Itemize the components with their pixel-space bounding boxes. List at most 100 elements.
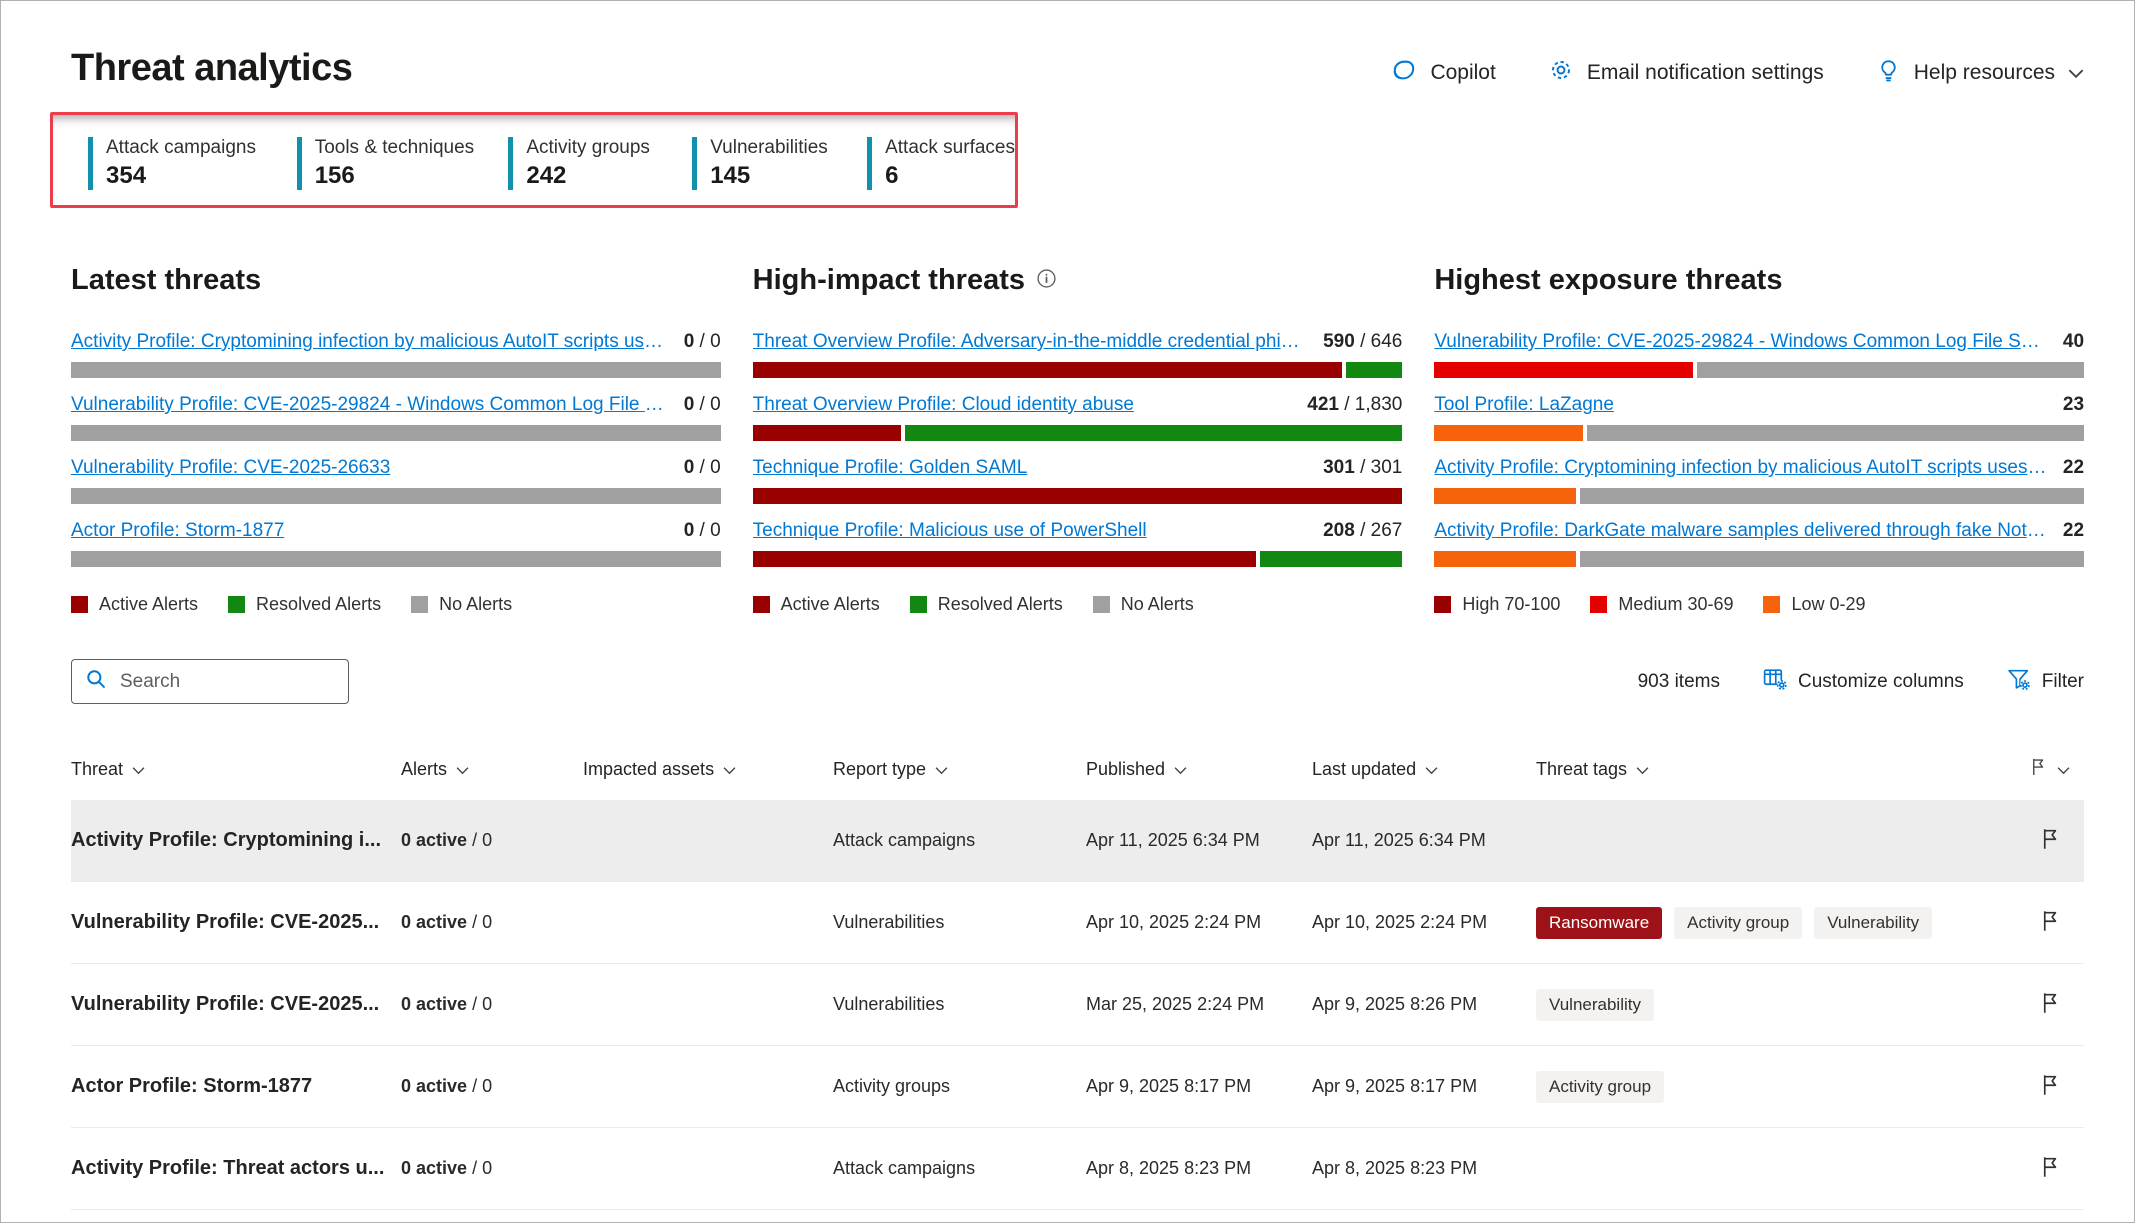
tab-activity-groups[interactable]: Activity groups 242 [508,137,692,190]
table-row[interactable]: Activity Profile: Threat actors u... 0 a… [71,1128,2084,1210]
info-icon[interactable] [1036,264,1057,297]
threat-link[interactable]: Activity Profile: DarkGate malware sampl… [1434,520,2049,541]
tab-count: 354 [106,162,147,189]
legend-swatch [228,596,246,613]
cell-threat[interactable]: Vulnerability Profile: CVE-2025... [71,911,380,933]
flag-button[interactable] [1966,991,2084,1019]
cell-published: Apr 11, 2025 6:34 PM [1086,830,1260,850]
column-header-published[interactable]: Published [1086,759,1312,780]
cell-threat[interactable]: Activity Profile: Cryptomining i... [71,829,382,851]
chevron-down-icon [456,759,469,780]
table-row[interactable]: Actor Profile: Storm-1877 0 active / 0 A… [71,1046,2084,1128]
threat-link[interactable]: Threat Overview Profile: Adversary-in-th… [752,331,1310,352]
filter-button[interactable]: Filter [2006,666,2084,697]
high_impact-items: Threat Overview Profile: Adversary-in-th… [752,331,1403,567]
threat-item: Activity Profile: DarkGate malware sampl… [1434,520,2085,567]
cell-report-type: Activity groups [833,1076,951,1096]
tab-vulnerabilities[interactable]: Vulnerabilities 145 [692,137,867,190]
column-header-alerts[interactable]: Alerts [401,759,583,780]
tab-label: Tools & techniques [314,137,475,158]
copilot-label: Copilot [1430,61,1496,84]
column-header-threat[interactable]: Threat [71,759,401,780]
threat-link[interactable]: Vulnerability Profile: CVE-2025-29824 - … [1434,331,2049,352]
cell-threat[interactable]: Vulnerability Profile: CVE-2025... [71,993,380,1015]
tab-accent-bar [692,137,698,190]
column-header-flag[interactable] [1966,757,2084,781]
table-row[interactable]: Vulnerability Profile: CVE-2025... 0 act… [71,964,2084,1046]
threat-item: Threat Overview Profile: Adversary-in-th… [752,331,1403,378]
cell-threat[interactable]: Activity Profile: Threat actors u... [71,1157,385,1179]
threat-link[interactable]: Technique Profile: Malicious use of Powe… [752,520,1147,541]
threat-value: 40 [2062,331,2085,352]
table-row[interactable]: Vulnerability Profile: CVE-2025... 0 act… [71,882,2084,964]
items-count: 903 items [1637,670,1720,692]
threat-link[interactable]: Vulnerability Profile: CVE-2025-26633 [71,457,391,478]
flag-button[interactable] [1966,827,2084,855]
cell-alerts: 0 active / 0 [401,912,493,932]
help-resources-button[interactable]: Help resources [1876,58,2084,89]
gear-icon [1548,57,1574,89]
exposure-legend: High 70-100 Medium 30-69 Low 0-29 [1434,594,2084,615]
cell-alerts: 0 active / 0 [401,994,493,1014]
email-notification-settings-label: Email notification settings [1586,61,1824,84]
threat-item: Vulnerability Profile: CVE-2025-29824 - … [1434,331,2085,378]
threat-link[interactable]: Tool Profile: LaZagne [1434,394,1614,415]
email-notification-settings-button[interactable]: Email notification settings [1548,57,1824,89]
column-header-impacted-assets[interactable]: Impacted assets [583,759,833,780]
flag-icon [2039,991,2062,1019]
flag-icon [2039,827,2062,855]
legend-item: No Alerts [1092,594,1194,615]
threat-item: Actor Profile: Storm-1877 0 / 0 [71,520,721,567]
tab-label: Attack campaigns [106,137,256,158]
threat-link[interactable]: Threat Overview Profile: Cloud identity … [752,394,1134,415]
legend-swatch [752,596,770,613]
search-box[interactable] [71,659,349,704]
tab-tools-techniques[interactable]: Tools & techniques 156 [296,137,509,190]
alerts-bar [1434,488,2085,504]
table-row[interactable]: Activity Profile: Cryptomining i... 0 ac… [71,800,2084,882]
flag-button[interactable] [1966,909,2084,937]
threat-value: 421 / 1,830 [1307,394,1403,415]
column-header-threat-tags[interactable]: Threat tags [1536,759,1966,780]
section-highest-exposure-threats: Highest exposure threats Vulnerability P… [1434,264,2085,615]
tab-count: 145 [710,162,751,189]
threat-link[interactable]: Vulnerability Profile: CVE-2025-29824 - … [71,394,670,415]
filter-icon [2006,666,2031,697]
alerts-bar [71,488,721,504]
legend-label: High 70-100 [1462,594,1561,614]
cell-published: Apr 10, 2025 2:24 PM [1086,912,1262,932]
threat-value: 22 [2062,520,2085,541]
latest-items: Activity Profile: Cryptomining infection… [71,331,721,567]
threat-link[interactable]: Activity Profile: Cryptomining infection… [1434,457,2049,478]
threat-link[interactable]: Actor Profile: Storm-1877 [71,520,285,541]
column-label: Published [1086,758,1166,779]
table-toolbar: 903 items Customize columns [71,659,2084,704]
column-header-last-updated[interactable]: Last updated [1312,759,1536,780]
customize-columns-button[interactable]: Customize columns [1762,666,1964,697]
legend-item: High 70-100 [1434,594,1560,615]
legend-label: Active Alerts [780,594,880,614]
flag-button[interactable] [1966,1155,2084,1183]
threat-tag: Activity group [1674,906,1803,939]
threat-link[interactable]: Technique Profile: Golden SAML [752,457,1028,478]
legend-item: Active Alerts [71,594,198,615]
cell-report-type: Vulnerabilities [833,994,945,1014]
cell-published: Apr 8, 2025 8:23 PM [1086,1158,1252,1178]
threats-table: Threat Alerts Impacted assets Report typ… [71,738,2084,1210]
tab-attack-campaigns[interactable]: Attack campaigns 354 [88,137,297,190]
threat-link[interactable]: Activity Profile: Cryptomining infection… [71,331,670,352]
tab-label: Vulnerabilities [710,137,828,158]
column-header-report-type[interactable]: Report type [833,759,1086,780]
legend-swatch [1434,596,1452,613]
legend-label: Resolved Alerts [937,594,1063,614]
threat-tag: Vulnerability [1536,988,1654,1021]
flag-button[interactable] [1966,1073,2084,1101]
cell-threat[interactable]: Actor Profile: Storm-1877 [71,1075,313,1097]
search-input[interactable] [118,669,335,694]
threat-value: 0 / 0 [683,520,721,541]
legend-swatch [909,596,927,613]
column-label: Alerts [401,758,448,779]
tab-attack-surfaces[interactable]: Attack surfaces 6 [867,137,1015,190]
column-label: Threat [71,758,124,779]
copilot-button[interactable]: Copilot [1391,57,1496,89]
